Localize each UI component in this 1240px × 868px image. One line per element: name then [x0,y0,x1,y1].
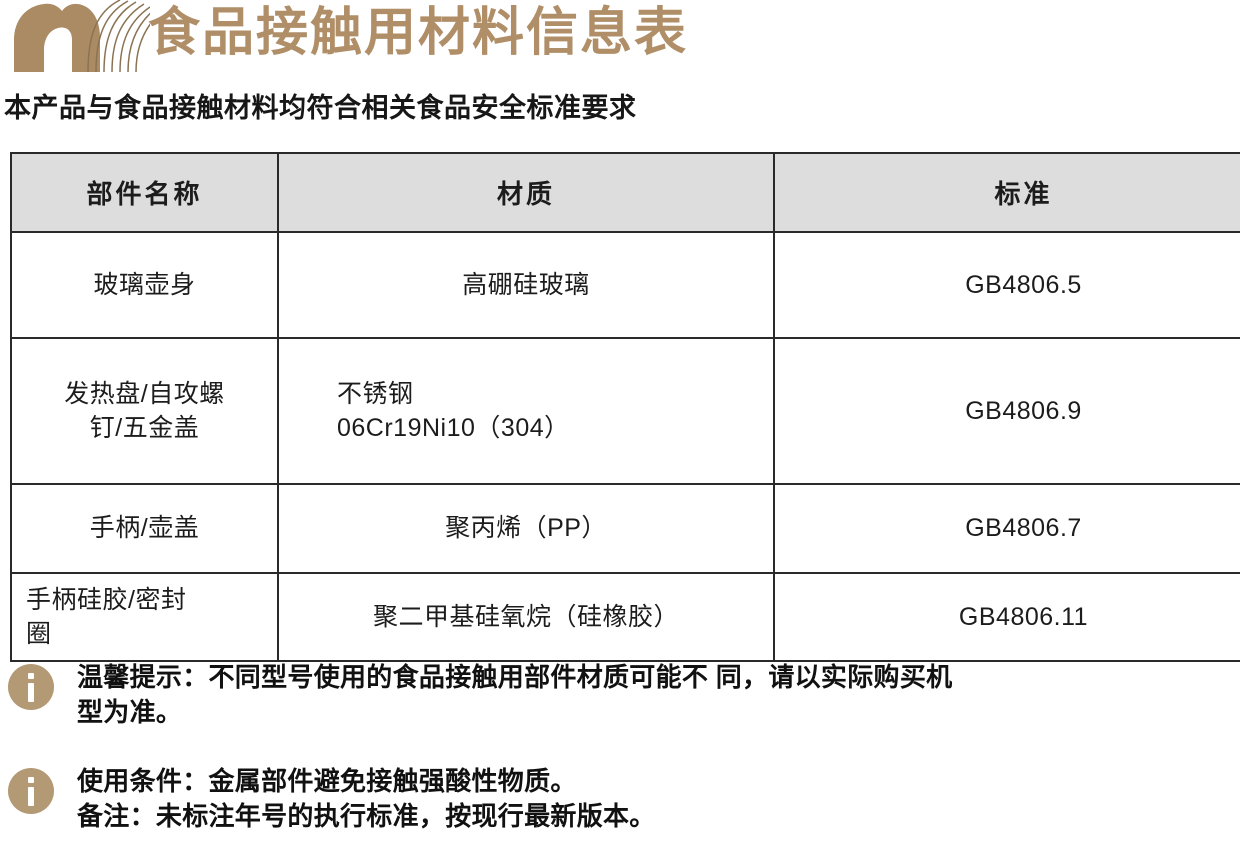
column-header-material: 材质 [277,152,775,233]
note-line: 使用条件：金属部件避免接触强酸性物质。 [77,766,577,797]
table-body: 玻璃壶身 高硼硅玻璃 GB4806.5 发热盘/自攻螺 钉/五金盖 不锈钢 06… [10,231,1240,662]
table-row: 手柄/壶盖 聚丙烯（PP） GB4806.7 [10,483,1240,574]
part-name-line: 手柄硅胶/密封 [26,585,187,614]
info-icon [8,768,54,815]
material-info-table: 部件名称 材质 标准 玻璃壶身 高硼硅玻璃 GB4806.5 发热盘/自攻螺 钉… [10,152,1240,662]
compliance-subtitle: 本产品与食品接触材料均符合相关食品安全标准要求 [4,93,637,123]
note-line: 温馨提示：不同型号使用的食品接触用部件材质可能不 同，请以实际购买机 [77,662,953,692]
material-line: 06Cr19Ni10（304） [337,414,570,442]
page-header: 食品接触用材料信息表 [0,0,1240,78]
material-line: 聚丙烯（PP） [445,514,607,543]
cell-part-name: 发热盘/自攻螺 钉/五金盖 [10,337,279,485]
cell-material: 不锈钢 06Cr19Ni10（304） [277,337,775,485]
notes-section: 温馨提示：不同型号使用的食品接触用部件材质可能不 同，请以实际购买机 型为准。 … [8,660,1236,868]
note-item: 温馨提示：不同型号使用的食品接触用部件材质可能不 同，请以实际购买机 型为准。 [8,660,1236,730]
table-row: 手柄硅胶/密封 圈 聚二甲基硅氧烷（硅橡胶） GB4806.11 [10,572,1240,662]
cell-standard: GB4806.7 [773,483,1240,574]
cell-part-name: 手柄/壶盖 [10,483,279,574]
note-text: 使用条件：金属部件避免接触强酸性物质。 备注：未标注年号的执行标准，按现行最新版… [77,764,656,834]
cell-part-name: 手柄硅胶/密封 圈 [10,572,279,662]
column-header-part-name: 部件名称 [10,152,279,233]
page-title: 食品接触用材料信息表 [148,4,689,62]
part-name-line: 钉/五金盖 [89,414,200,442]
table-header-row: 部件名称 材质 标准 [10,152,1240,233]
note-item: 使用条件：金属部件避免接触强酸性物质。 备注：未标注年号的执行标准，按现行最新版… [8,764,1236,834]
cell-standard: GB4806.9 [773,337,1240,485]
material-line: 不锈钢 [337,379,414,408]
note-line: 备注：未标注年号的执行标准，按现行最新版本。 [77,801,656,832]
material-line: 聚二甲基硅氧烷（硅橡胶） [372,602,679,631]
cell-material: 聚二甲基硅氧烷（硅橡胶） [277,572,775,662]
table-row: 玻璃壶身 高硼硅玻璃 GB4806.5 [10,231,1240,339]
cell-material: 高硼硅玻璃 [277,231,775,339]
note-line: 型为准。 [77,697,183,728]
kettle-waves-logo-icon [0,0,161,73]
part-name-line: 发热盘/自攻螺 [64,379,225,408]
table-row: 发热盘/自攻螺 钉/五金盖 不锈钢 06Cr19Ni10（304） GB4806… [10,337,1240,485]
cell-material: 聚丙烯（PP） [277,483,775,574]
column-header-standard: 标准 [773,152,1240,233]
cell-standard: GB4806.11 [773,572,1240,662]
note-text: 温馨提示：不同型号使用的食品接触用部件材质可能不 同，请以实际购买机 型为准。 [77,660,952,730]
cell-part-name: 玻璃壶身 [10,231,279,339]
part-name-line: 圈 [26,620,52,648]
cell-standard: GB4806.5 [773,231,1240,339]
material-line: 高硼硅玻璃 [462,270,590,299]
info-icon [8,664,54,710]
table-header: 部件名称 材质 标准 [10,152,1240,233]
